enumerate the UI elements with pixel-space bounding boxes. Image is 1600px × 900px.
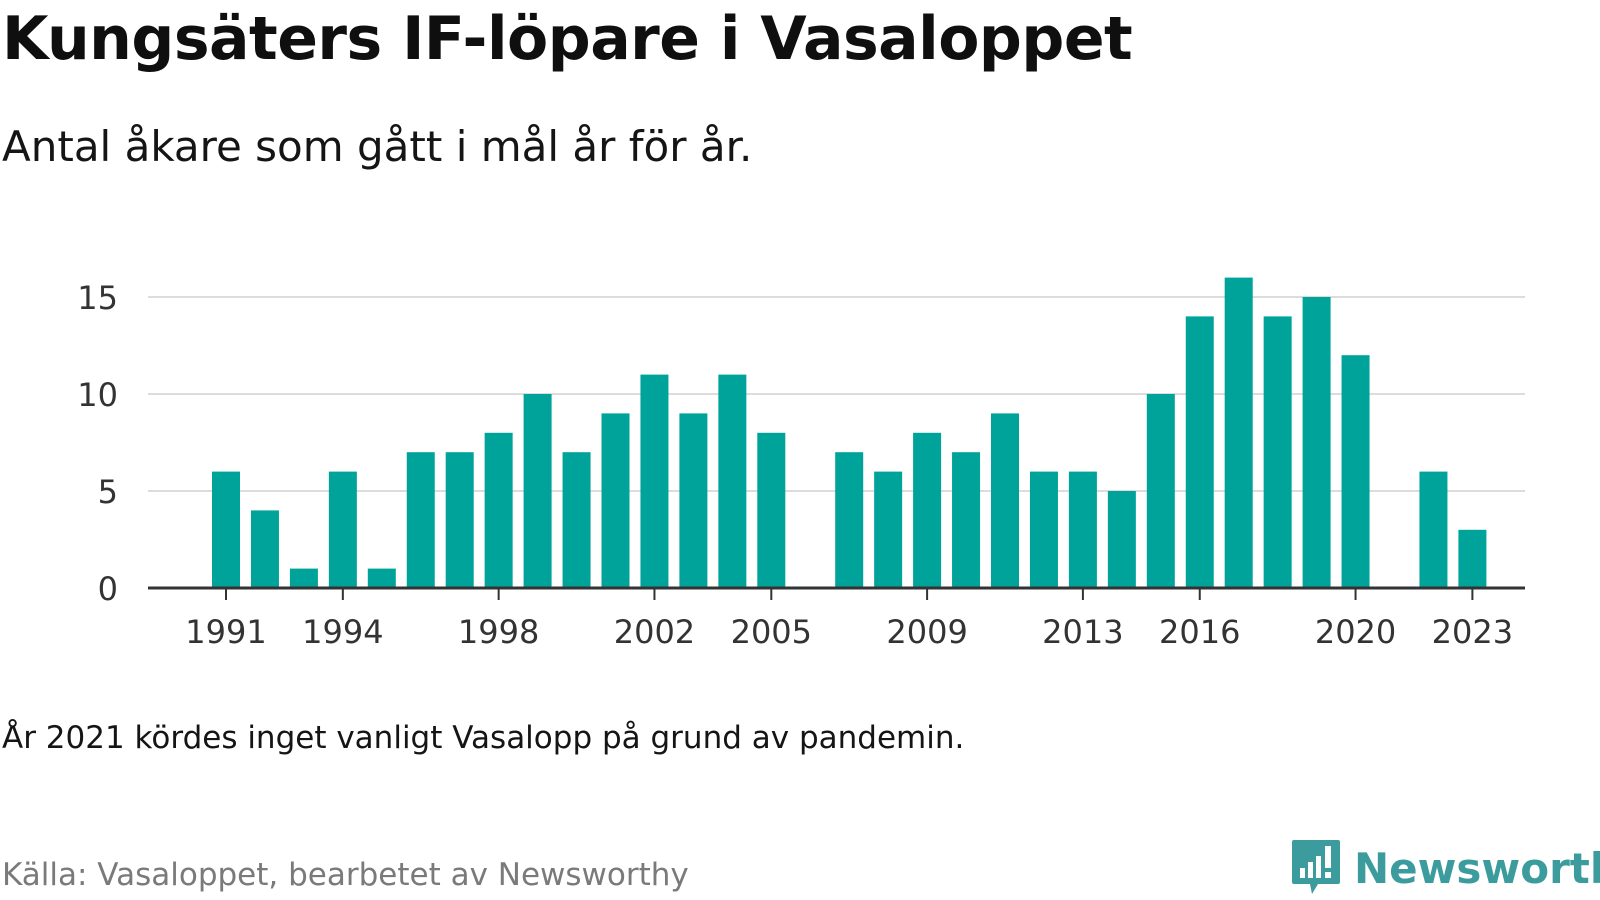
bar-2010 xyxy=(952,452,981,588)
newsworthy-logo-icon xyxy=(1292,840,1340,894)
bar-2005 xyxy=(757,432,786,588)
bar-1995 xyxy=(367,568,396,588)
bar-2001 xyxy=(601,413,630,588)
x-tick-label-1991: 1991 xyxy=(185,613,266,651)
bar-2000 xyxy=(562,452,591,588)
bar-2003 xyxy=(679,413,708,588)
bar-1993 xyxy=(289,568,318,588)
bar-1994 xyxy=(328,471,357,588)
bar-2002 xyxy=(640,374,669,588)
brand-name: Newsworthy xyxy=(1354,843,1600,893)
x-tick-label-1994: 1994 xyxy=(302,613,383,651)
x-tick-label-2020: 2020 xyxy=(1315,613,1396,651)
bar-2009 xyxy=(913,432,942,588)
footnote: År 2021 kördes inget vanligt Vasalopp på… xyxy=(2,720,965,756)
x-tick-label-2009: 2009 xyxy=(886,613,967,651)
chart-subtitle: Antal åkare som gått i mål år för år. xyxy=(2,122,753,171)
bar-1997 xyxy=(445,452,474,588)
bar-2011 xyxy=(991,413,1019,588)
y-tick-label-15: 15 xyxy=(77,279,118,317)
bar-1999 xyxy=(523,394,552,588)
bar-1992 xyxy=(250,510,279,588)
bar-2004 xyxy=(718,374,747,588)
y-tick-label-10: 10 xyxy=(77,376,118,414)
bar-1998 xyxy=(484,432,513,588)
bar-1991 xyxy=(212,471,240,588)
x-tick-label-1998: 1998 xyxy=(458,613,539,651)
bar-2012 xyxy=(1029,471,1058,588)
x-tick-label-2002: 2002 xyxy=(614,613,695,651)
x-tick-label-2013: 2013 xyxy=(1042,613,1123,651)
bar-2020 xyxy=(1341,355,1370,588)
bar-2019 xyxy=(1302,297,1331,588)
x-tick-label-2016: 2016 xyxy=(1159,613,1240,651)
chart-title: Kungsäters IF-löpare i Vasaloppet xyxy=(2,4,1133,74)
bar-2014 xyxy=(1107,491,1136,588)
bar-2022 xyxy=(1419,471,1448,588)
bar-2013 xyxy=(1068,471,1097,588)
source-note: Källa: Vasaloppet, bearbetet av Newswort… xyxy=(2,857,689,893)
bar-1996 xyxy=(406,452,435,588)
x-tick-label-2023: 2023 xyxy=(1432,613,1513,651)
bar-2017 xyxy=(1224,277,1253,588)
bar-2007 xyxy=(835,452,864,588)
bar-2018 xyxy=(1263,316,1292,588)
bar-2023 xyxy=(1458,529,1487,588)
bar-chart: 0 5 10 15 1991 1994 1998 2002 2005 2009 2013 2016 20… xyxy=(77,277,1525,651)
chart-area: 0 5 10 15 1991 1994 1998 2002 2005 2009 2013 2016 20… xyxy=(0,260,1600,684)
y-tick-label-0: 0 xyxy=(98,570,118,608)
brand-logo: Newsworthy xyxy=(1290,838,1600,898)
bar-2015 xyxy=(1146,394,1175,588)
x-tick-label-2005: 2005 xyxy=(731,613,812,651)
y-tick-label-5: 5 xyxy=(98,473,118,511)
bar-2016 xyxy=(1185,316,1214,588)
bar-2008 xyxy=(874,471,903,588)
